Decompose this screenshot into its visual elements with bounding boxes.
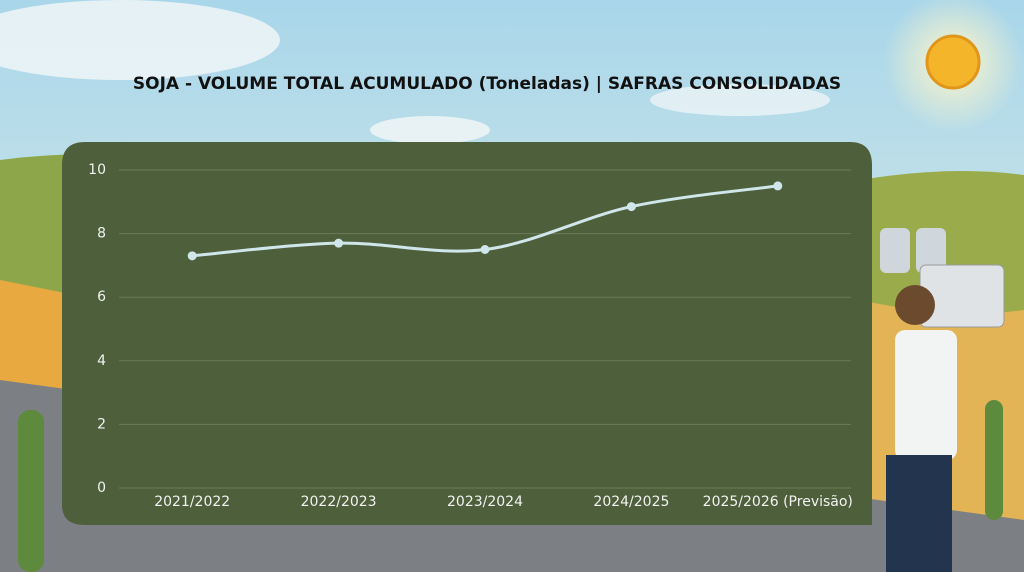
x-tick-label: 2025/2026 (Previsão)	[703, 494, 853, 510]
point	[773, 181, 783, 191]
x-tick-label: 2023/2024	[447, 494, 523, 510]
y-tick-label: 4	[97, 353, 106, 369]
y-tick-label: 0	[97, 480, 106, 496]
point	[480, 245, 490, 254]
x-tick-label: 2024/2025	[593, 494, 669, 510]
x-tick-label: 2021/2022	[154, 494, 230, 510]
y-tick-label: 10	[88, 162, 106, 178]
point	[187, 251, 197, 261]
chart-panel	[62, 142, 872, 525]
y-tick-label: 8	[97, 226, 106, 242]
chart-title: SOJA - VOLUME TOTAL ACUMULADO (Toneladas…	[133, 74, 841, 94]
x-tick-label: 2022/2023	[301, 494, 377, 510]
point	[626, 202, 636, 212]
point	[334, 238, 344, 248]
y-tick-label: 6	[97, 289, 106, 305]
y-tick-label: 2	[97, 416, 106, 432]
